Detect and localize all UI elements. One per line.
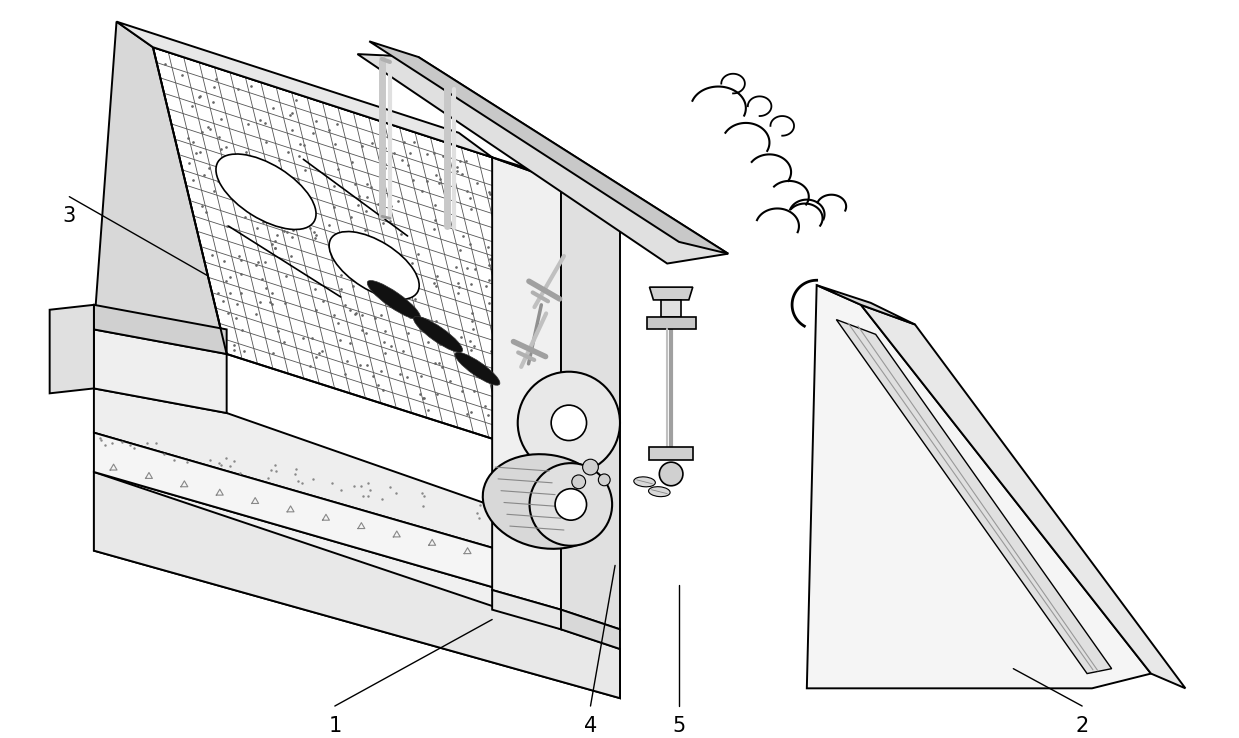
Ellipse shape	[648, 486, 670, 497]
Circle shape	[551, 405, 586, 441]
Circle shape	[555, 489, 586, 520]
Polygon shape	[817, 285, 914, 325]
Polygon shape	[561, 610, 620, 649]
Polygon shape	[649, 287, 693, 300]
Polygon shape	[662, 300, 681, 317]
Polygon shape	[94, 305, 227, 354]
Text: 4: 4	[584, 716, 597, 736]
Polygon shape	[94, 329, 227, 413]
Polygon shape	[807, 285, 1151, 689]
Polygon shape	[647, 317, 696, 329]
Polygon shape	[561, 182, 620, 630]
Ellipse shape	[414, 317, 462, 352]
Polygon shape	[94, 472, 620, 698]
Polygon shape	[861, 305, 1186, 689]
Polygon shape	[492, 157, 561, 610]
Polygon shape	[94, 21, 227, 354]
Polygon shape	[492, 590, 561, 630]
Circle shape	[582, 459, 598, 475]
Circle shape	[518, 372, 620, 474]
Circle shape	[598, 474, 610, 486]
Polygon shape	[50, 305, 94, 393]
Text: 1: 1	[328, 716, 342, 736]
Polygon shape	[94, 388, 536, 560]
Ellipse shape	[216, 154, 316, 230]
Text: 2: 2	[1075, 716, 1089, 736]
Ellipse shape	[455, 352, 499, 385]
Text: 3: 3	[63, 207, 76, 227]
Circle shape	[659, 462, 683, 486]
Polygon shape	[649, 447, 693, 461]
Polygon shape	[357, 54, 729, 263]
Ellipse shape	[330, 232, 419, 300]
Polygon shape	[116, 21, 492, 157]
Circle shape	[529, 463, 612, 545]
Ellipse shape	[634, 477, 655, 487]
Polygon shape	[369, 41, 729, 254]
Polygon shape	[492, 157, 620, 201]
Polygon shape	[94, 432, 536, 600]
Circle shape	[572, 475, 586, 489]
Polygon shape	[536, 521, 561, 565]
Text: 5: 5	[673, 716, 685, 736]
Ellipse shape	[367, 280, 420, 320]
Polygon shape	[152, 47, 566, 462]
Ellipse shape	[483, 454, 610, 549]
Polygon shape	[836, 320, 1111, 674]
Polygon shape	[94, 472, 620, 698]
